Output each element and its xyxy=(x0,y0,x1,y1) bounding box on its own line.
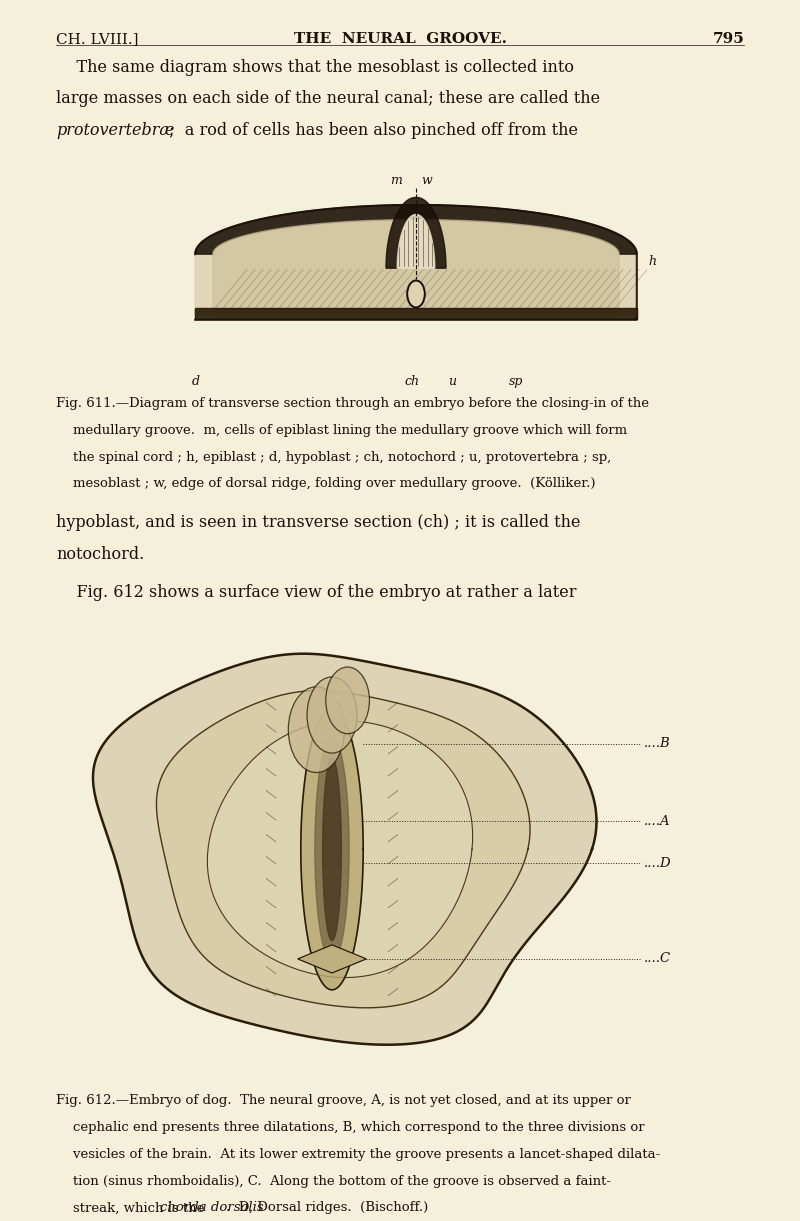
Circle shape xyxy=(307,676,357,753)
Text: d: d xyxy=(192,375,200,388)
Text: THE  NEURAL  GROOVE.: THE NEURAL GROOVE. xyxy=(294,32,506,45)
Text: ....B: ....B xyxy=(644,737,670,750)
Circle shape xyxy=(288,686,345,773)
Polygon shape xyxy=(298,945,366,973)
Text: m: m xyxy=(390,173,402,187)
Text: ....C: ....C xyxy=(644,952,671,966)
Polygon shape xyxy=(315,736,349,962)
Polygon shape xyxy=(93,653,597,1045)
Polygon shape xyxy=(207,720,473,978)
Text: notochord.: notochord. xyxy=(56,546,144,563)
Text: Fig. 611.—Diagram of transverse section through an embryo before the closing-in : Fig. 611.—Diagram of transverse section … xyxy=(56,397,649,410)
Circle shape xyxy=(407,281,425,308)
Text: The same diagram shows that the mesoblast is collected into: The same diagram shows that the mesoblas… xyxy=(56,59,574,76)
Text: ....A: ....A xyxy=(644,814,670,828)
Text: u: u xyxy=(448,375,456,388)
Text: mesoblast ; w, edge of dorsal ridge, folding over medullary groove.  (Kölliker.): mesoblast ; w, edge of dorsal ridge, fol… xyxy=(56,477,595,491)
Text: large masses on each side of the neural canal; these are called the: large masses on each side of the neural … xyxy=(56,90,600,107)
Circle shape xyxy=(326,667,370,734)
Text: protovertebræ: protovertebræ xyxy=(56,122,174,139)
Text: Fig. 612 shows a surface view of the embryo at rather a later: Fig. 612 shows a surface view of the emb… xyxy=(56,584,577,601)
Text: ....D: ....D xyxy=(644,857,672,869)
Polygon shape xyxy=(195,205,637,320)
Text: 795: 795 xyxy=(712,32,744,45)
Text: hypoblast, and is seen in transverse section (ch) ; it is called the: hypoblast, and is seen in transverse sec… xyxy=(56,514,581,531)
Text: medullary groove.  m, cells of epiblast lining the medullary groove which will f: medullary groove. m, cells of epiblast l… xyxy=(56,424,627,437)
Polygon shape xyxy=(386,198,446,269)
Polygon shape xyxy=(301,708,363,990)
Text: CH. LVIII.]: CH. LVIII.] xyxy=(56,32,138,45)
Polygon shape xyxy=(397,215,435,269)
Text: Fig. 612.—Embryo of dog.  The neural groove, A, is not yet closed, and at its up: Fig. 612.—Embryo of dog. The neural groo… xyxy=(56,1094,631,1107)
Text: the spinal cord ; h, epiblast ; d, hypoblast ; ch, notochord ; u, protovertebra : the spinal cord ; h, epiblast ; d, hypob… xyxy=(56,451,611,464)
Text: chorda dorsalis: chorda dorsalis xyxy=(160,1201,264,1215)
Polygon shape xyxy=(322,758,342,940)
Text: cephalic end presents three dilatations, B, which correspond to the three divisi: cephalic end presents three dilatations,… xyxy=(56,1121,645,1134)
Text: tion (sinus rhomboidalis), C.  Along the bottom of the groove is observed a fain: tion (sinus rhomboidalis), C. Along the … xyxy=(56,1175,611,1188)
Polygon shape xyxy=(213,220,619,313)
Text: sp: sp xyxy=(509,375,523,388)
Polygon shape xyxy=(195,205,637,254)
Text: .  D, Dorsal ridges.  (Bischoff.): . D, Dorsal ridges. (Bischoff.) xyxy=(226,1201,429,1215)
Text: streak, which is the: streak, which is the xyxy=(56,1201,209,1215)
Polygon shape xyxy=(157,691,530,1007)
Text: ch: ch xyxy=(405,375,419,388)
Text: ;  a rod of cells has been also pinched off from the: ; a rod of cells has been also pinched o… xyxy=(164,122,578,139)
Text: vesicles of the brain.  At its lower extremity the groove presents a lancet-shap: vesicles of the brain. At its lower extr… xyxy=(56,1148,660,1161)
Text: w: w xyxy=(421,173,431,187)
Text: h: h xyxy=(648,255,656,267)
